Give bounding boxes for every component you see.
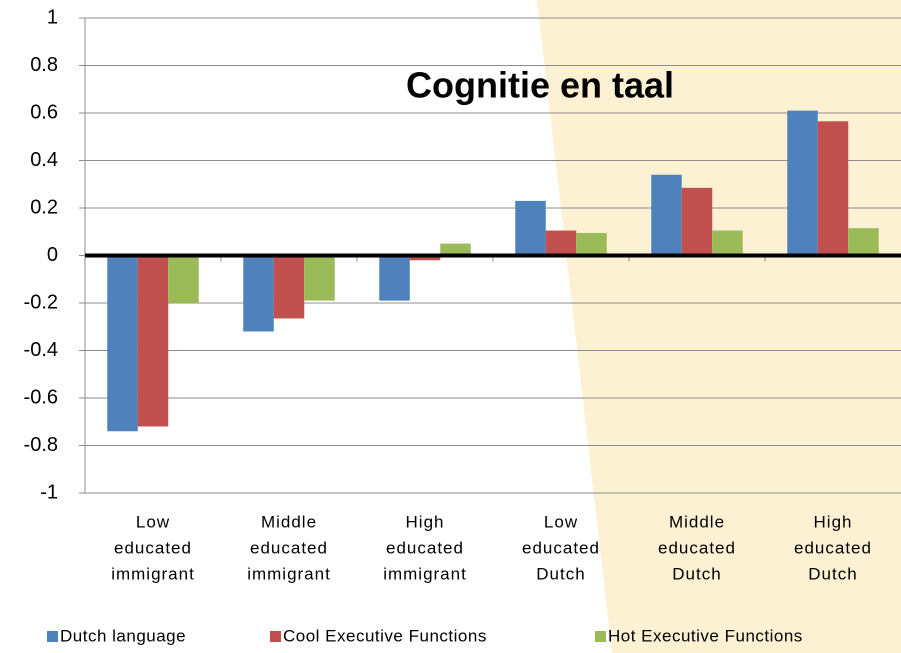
bar — [651, 174, 682, 256]
bar — [787, 110, 818, 256]
bar — [545, 230, 577, 256]
x-tick-label: High — [814, 512, 853, 531]
y-tick-label: 0.8 — [30, 54, 58, 76]
y-tick-label: -0.8 — [24, 434, 58, 456]
y-tick-label: -0.6 — [24, 386, 58, 408]
bar — [409, 255, 441, 261]
x-tick-label: Middle — [669, 512, 725, 531]
bar — [576, 232, 607, 256]
legend-swatch — [270, 631, 281, 642]
x-tick-label: educated — [250, 538, 328, 557]
y-tick-label: 0.6 — [30, 101, 58, 123]
x-tick-label: educated — [114, 538, 192, 557]
legend-label: Dutch language — [60, 626, 186, 645]
legend-label: Cool Executive Functions — [283, 626, 487, 645]
chart-title: Cognitie en taal — [406, 65, 674, 106]
legend-swatch — [595, 631, 606, 642]
x-tick-label: Dutch — [808, 564, 857, 583]
x-tick-label: educated — [522, 538, 600, 557]
legend-label: Hot Executive Functions — [608, 626, 803, 645]
x-tick-label: Low — [544, 512, 578, 531]
x-tick-label: Dutch — [672, 564, 721, 583]
bar — [243, 255, 274, 332]
x-tick-label: educated — [794, 538, 872, 557]
y-tick-label: -1 — [40, 481, 58, 503]
x-tick-label: Middle — [261, 512, 317, 531]
x-tick-label: Low — [136, 512, 170, 531]
x-tick-label: immigrant — [383, 564, 467, 583]
bar — [137, 255, 169, 427]
bar — [440, 243, 471, 256]
x-tick-label: High — [406, 512, 445, 531]
bar — [848, 228, 879, 256]
y-tick-label: 1 — [47, 6, 58, 28]
bar — [817, 121, 849, 256]
x-tick-label: educated — [658, 538, 736, 557]
y-tick-label: 0 — [47, 244, 58, 266]
legend-swatch — [47, 631, 58, 642]
bar — [273, 255, 305, 319]
y-tick-label: -0.4 — [24, 339, 58, 361]
bar — [681, 187, 713, 256]
x-tick-label: immigrant — [247, 564, 331, 583]
bar — [304, 255, 335, 301]
bar — [712, 230, 743, 256]
y-tick-label: 0.2 — [30, 196, 58, 218]
bar — [379, 255, 410, 301]
y-tick-label: -0.2 — [24, 291, 58, 313]
bar — [168, 255, 199, 303]
bar — [107, 255, 138, 432]
x-tick-label: educated — [386, 538, 464, 557]
x-tick-label: Dutch — [536, 564, 585, 583]
x-tick-label: immigrant — [111, 564, 195, 583]
y-tick-label: 0.4 — [30, 149, 58, 171]
bar — [515, 200, 546, 256]
